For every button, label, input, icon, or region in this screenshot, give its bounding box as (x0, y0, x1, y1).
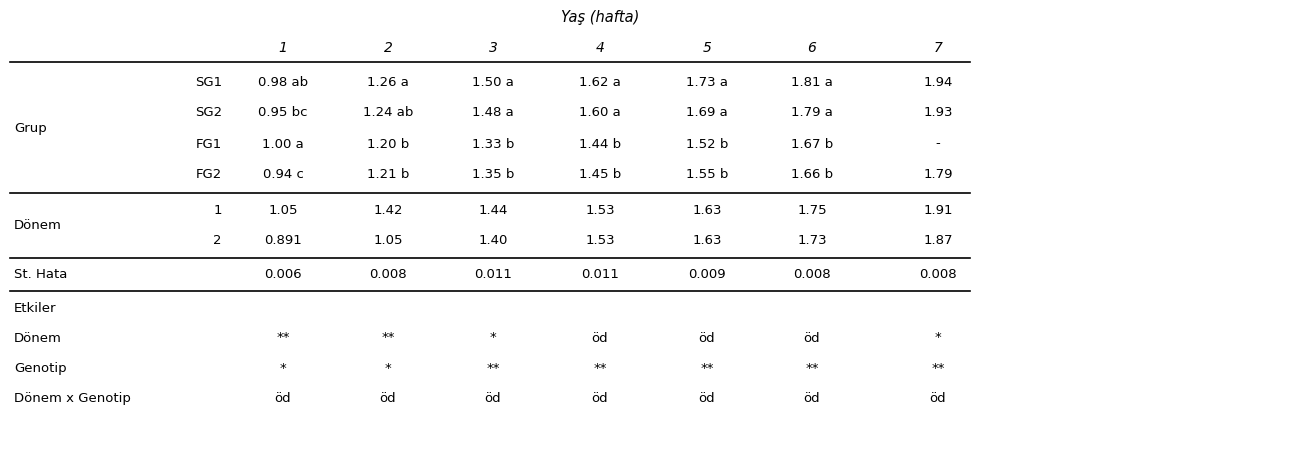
Text: Dönem: Dönem (14, 331, 61, 344)
Text: 5: 5 (703, 41, 712, 55)
Text: 1.67 b: 1.67 b (790, 137, 833, 150)
Text: 1.91: 1.91 (923, 203, 953, 217)
Text: 1.20 b: 1.20 b (366, 137, 409, 150)
Text: 1.79 a: 1.79 a (792, 106, 833, 119)
Text: 1.44: 1.44 (479, 203, 507, 217)
Text: öd: öd (485, 391, 501, 404)
Text: 0.008: 0.008 (793, 268, 831, 282)
Text: SG2: SG2 (194, 106, 222, 119)
Text: 1.40: 1.40 (479, 235, 507, 248)
Text: 1.05: 1.05 (373, 235, 403, 248)
Text: 6: 6 (807, 41, 816, 55)
Text: *: * (385, 361, 391, 374)
Text: 0.94 c: 0.94 c (262, 169, 304, 182)
Text: Dönem x Genotip: Dönem x Genotip (14, 391, 130, 404)
Text: 0.011: 0.011 (582, 268, 619, 282)
Text: öd: öd (699, 391, 716, 404)
Text: 1.05: 1.05 (269, 203, 297, 217)
Text: St. Hata: St. Hata (14, 268, 68, 282)
Text: 1.24 ab: 1.24 ab (363, 106, 413, 119)
Text: **: ** (276, 331, 289, 344)
Text: 2: 2 (383, 41, 393, 55)
Text: **: ** (381, 331, 395, 344)
Text: 0.006: 0.006 (265, 268, 301, 282)
Text: **: ** (700, 361, 713, 374)
Text: Dönem: Dönem (14, 219, 61, 232)
Text: 1.81 a: 1.81 a (792, 76, 833, 89)
Text: 1.75: 1.75 (797, 203, 827, 217)
Text: 0.011: 0.011 (475, 268, 512, 282)
Text: öd: öd (592, 391, 608, 404)
Text: öd: öd (699, 331, 716, 344)
Text: 1.62 a: 1.62 a (579, 76, 621, 89)
Text: 2: 2 (214, 235, 222, 248)
Text: 1.26 a: 1.26 a (366, 76, 409, 89)
Text: 1.87: 1.87 (923, 235, 953, 248)
Text: 1.63: 1.63 (692, 203, 721, 217)
Text: 3: 3 (489, 41, 497, 55)
Text: 0.891: 0.891 (265, 235, 301, 248)
Text: 0.95 bc: 0.95 bc (258, 106, 308, 119)
Text: **: ** (931, 361, 945, 374)
Text: -: - (936, 137, 940, 150)
Text: 0.008: 0.008 (919, 268, 957, 282)
Text: öd: öd (379, 391, 396, 404)
Text: **: ** (486, 361, 499, 374)
Text: Grup: Grup (14, 122, 47, 135)
Text: Yaş (hafta): Yaş (hafta) (561, 11, 639, 25)
Text: FG1: FG1 (196, 137, 222, 150)
Text: Etkiler: Etkiler (14, 301, 56, 314)
Text: *: * (935, 331, 941, 344)
Text: öd: öd (930, 391, 947, 404)
Text: 1.42: 1.42 (373, 203, 403, 217)
Text: öd: öd (592, 331, 608, 344)
Text: 1.73: 1.73 (797, 235, 827, 248)
Text: öd: öd (803, 391, 820, 404)
Text: 1.45 b: 1.45 b (579, 169, 621, 182)
Text: 1.52 b: 1.52 b (686, 137, 728, 150)
Text: **: ** (593, 361, 606, 374)
Text: 0.009: 0.009 (689, 268, 726, 282)
Text: 0.008: 0.008 (369, 268, 407, 282)
Text: Genotip: Genotip (14, 361, 67, 374)
Text: SG1: SG1 (194, 76, 222, 89)
Text: 1.35 b: 1.35 b (472, 169, 514, 182)
Text: 4: 4 (596, 41, 605, 55)
Text: 7: 7 (934, 41, 943, 55)
Text: 1.53: 1.53 (585, 203, 614, 217)
Text: 1.93: 1.93 (923, 106, 953, 119)
Text: *: * (489, 331, 497, 344)
Text: 1.44 b: 1.44 b (579, 137, 621, 150)
Text: *: * (279, 361, 287, 374)
Text: 1.55 b: 1.55 b (686, 169, 728, 182)
Text: **: ** (806, 361, 819, 374)
Text: 1.21 b: 1.21 b (366, 169, 409, 182)
Text: 1.73 a: 1.73 a (686, 76, 728, 89)
Text: öd: öd (803, 331, 820, 344)
Text: 1.50 a: 1.50 a (472, 76, 514, 89)
Text: 1: 1 (214, 203, 222, 217)
Text: 1.66 b: 1.66 b (792, 169, 833, 182)
Text: öd: öd (275, 391, 291, 404)
Text: 1.94: 1.94 (923, 76, 953, 89)
Text: 0.98 ab: 0.98 ab (258, 76, 308, 89)
Text: 1.33 b: 1.33 b (472, 137, 514, 150)
Text: 1: 1 (279, 41, 287, 55)
Text: 1.48 a: 1.48 a (472, 106, 514, 119)
Text: 1.63: 1.63 (692, 235, 721, 248)
Text: 1.79: 1.79 (923, 169, 953, 182)
Text: FG2: FG2 (196, 169, 222, 182)
Text: 1.53: 1.53 (585, 235, 614, 248)
Text: 1.00 a: 1.00 a (262, 137, 304, 150)
Text: 1.60 a: 1.60 a (579, 106, 621, 119)
Text: 1.69 a: 1.69 a (686, 106, 728, 119)
